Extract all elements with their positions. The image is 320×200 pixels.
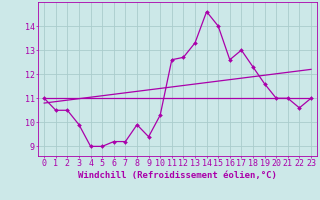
X-axis label: Windchill (Refroidissement éolien,°C): Windchill (Refroidissement éolien,°C) <box>78 171 277 180</box>
